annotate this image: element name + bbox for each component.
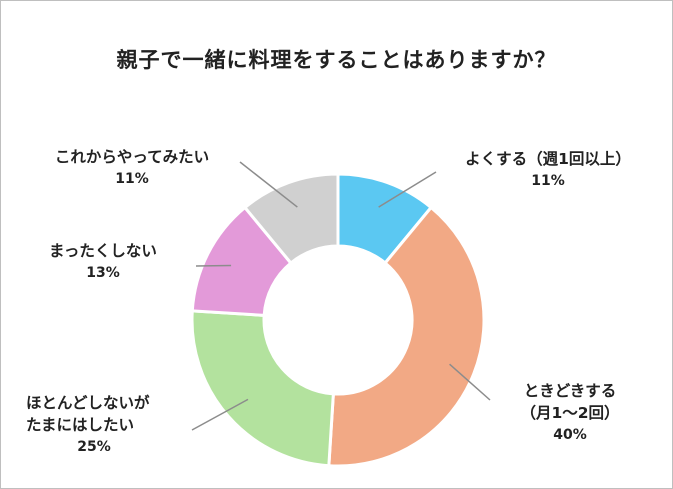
slice-label-never-name: まったくしない (49, 242, 157, 260)
donut-slices (190, 172, 486, 468)
slice-label-rarely-line2: たまにはしたい (26, 416, 135, 434)
slice-label-want-to-try-value: 11% (115, 171, 149, 187)
slice-label-often-value: 11% (531, 173, 565, 189)
slice-label-want-to-try-name: これからやってみたい (54, 148, 210, 166)
slice-label-rarely: ほとんどしないが たまにはしたい 25% (26, 392, 186, 458)
slice-want-to-try-leader-line (239, 161, 298, 208)
slice-sometimes-leader-line (449, 363, 491, 401)
slice-label-want-to-try: これからやってみたい 11% (22, 146, 242, 190)
slice-label-sometimes-line2: （月1〜2回） (520, 404, 620, 422)
slice-label-sometimes-value: 40% (553, 427, 587, 443)
chart-title: 親子で一緒に料理をすることはありますか？ (116, 48, 557, 72)
slice-rarely-leader-line (191, 398, 249, 431)
slice-sometimes (327, 205, 486, 468)
slice-label-never-value: 13% (86, 265, 120, 281)
slice-label-rarely-line1: ほとんどしないが (26, 394, 150, 412)
slice-label-often-name: よくする（週1回以上） (465, 150, 631, 168)
leader-lines (191, 161, 491, 431)
slice-label-rarely-value: 25% (77, 439, 111, 455)
slice-label-never: まったくしない 13% (18, 240, 188, 284)
slice-often-leader-line (378, 171, 437, 208)
slice-want-to-try (242, 172, 340, 266)
slice-rarely (190, 309, 335, 468)
slice-label-sometimes-line1: ときどきする (523, 382, 617, 400)
slice-label-often: よくする（週1回以上） 11% (438, 148, 658, 192)
slice-label-sometimes: ときどきする （月1〜2回） 40% (495, 380, 645, 446)
